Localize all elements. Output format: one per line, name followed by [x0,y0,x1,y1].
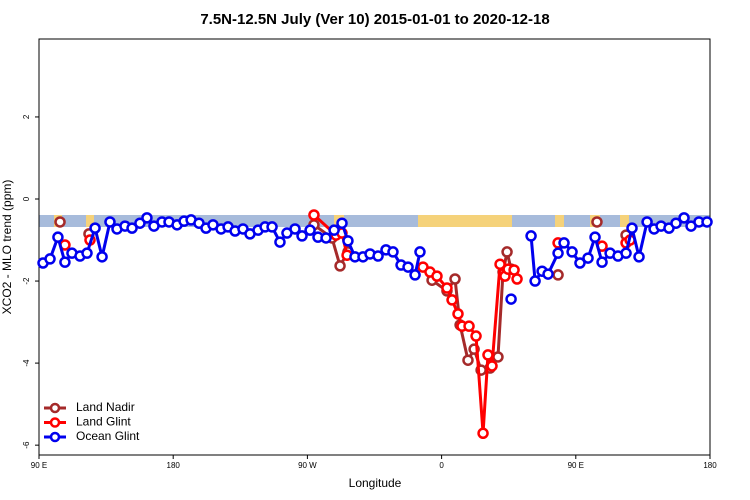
data-point [641,216,653,228]
land-strip [86,215,94,227]
data-point [589,231,601,243]
data-point [81,247,93,259]
data-point [701,216,713,228]
data-point [431,270,443,282]
data-point [486,360,498,372]
data-point [574,257,586,269]
data-point [558,237,570,249]
data-point [89,222,101,234]
data-point [482,349,494,361]
y-tick-label: -6 [22,441,31,449]
x-tick-label: 90 W [298,461,317,470]
data-point [336,217,348,229]
x-tick-label: 0 [439,461,444,470]
data-point [678,212,690,224]
data-point [334,260,346,272]
data-point [529,275,541,287]
legend-marker [49,402,61,414]
data-point [59,256,71,268]
y-tick-label: 2 [22,114,31,119]
data-point [511,273,523,285]
x-tick-label: 180 [703,461,717,470]
data-point [266,221,278,233]
y-tick-label: -2 [22,277,31,285]
data-point [96,251,108,263]
land-strip [620,215,629,227]
legend-marker [49,431,61,443]
data-point [274,236,286,248]
data-point [308,209,320,221]
data-point [126,222,138,234]
x-tick-label: 90 E [31,461,47,470]
plot-frame [38,38,711,456]
data-point [372,250,384,262]
data-point [477,427,489,440]
data-point [525,230,537,242]
data-point [542,268,554,280]
data-point [470,330,482,342]
data-point [409,269,421,281]
data-point [320,232,332,244]
data-point [505,293,517,305]
data-point [449,273,461,285]
data-point [52,231,64,243]
data-point [552,247,564,259]
data-point [501,246,513,258]
x-tick-label: 90 E [568,461,584,470]
land-strip [418,215,512,227]
data-point [591,216,603,228]
data-point [508,264,520,276]
data-point [296,230,308,242]
chart-title: 7.5N-12.5N July (Ver 10) 2015-01-01 to 2… [200,11,549,28]
data-point [441,282,453,294]
data-point [54,216,66,228]
data-point [566,246,578,258]
data-point [633,251,645,263]
data-point [620,247,632,259]
data-point [463,320,475,332]
y-tick-label: 0 [22,196,31,201]
data-point [414,246,426,258]
data-point [452,308,464,320]
data-point [328,224,340,236]
y-tick-label: -4 [22,359,31,367]
land-strip [555,215,564,227]
data-point [342,235,354,247]
data-point [670,217,682,229]
data-point [446,294,458,306]
data-point [626,222,638,234]
legend-label: Land Nadir [76,400,135,414]
data-point [289,223,301,235]
x-tick-label: 180 [167,461,181,470]
data-point [462,354,474,366]
legend-label: Land Glint [76,415,131,429]
legend-marker [49,417,61,428]
data-point [492,351,504,363]
data-point [596,256,608,268]
y-axis-label: XCO2 - MLO trend (ppm) [0,180,14,315]
x-axis-label: Longitude [349,476,402,490]
legend-label: Ocean Glint [76,429,140,443]
data-point [387,246,399,258]
data-point [141,212,153,224]
data-point [104,216,116,228]
data-point [402,261,414,273]
data-point [582,252,594,264]
data-point [44,253,56,265]
data-point [552,269,564,281]
data-point [304,224,316,236]
data-point [494,258,506,270]
